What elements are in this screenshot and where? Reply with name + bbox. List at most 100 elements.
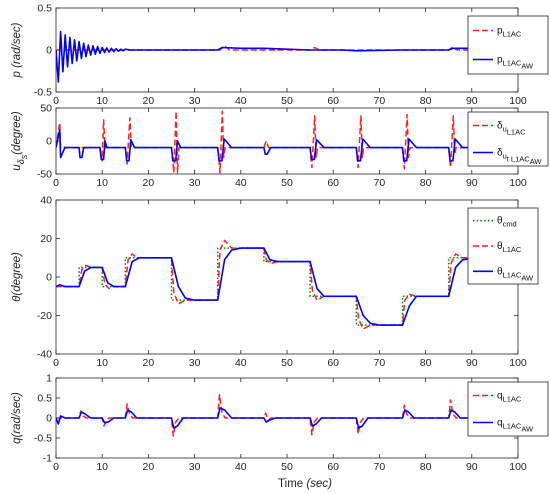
series-line-theta-0 bbox=[56, 247, 481, 326]
y-axis-label-main: u bbox=[11, 164, 23, 171]
legend-entry-subsub: AW bbox=[521, 425, 534, 434]
legend-entry-sub: L1AC bbox=[503, 245, 522, 254]
chart-panels: 0 10 20 30 40 50 60 70 80 90 100-0.500.5p (rad/sec… bbox=[11, 3, 549, 473]
x-tick-label: 80 bbox=[420, 95, 432, 107]
series-group bbox=[56, 394, 481, 437]
series-line-theta-2 bbox=[56, 247, 482, 326]
legend-entry-sub: u bbox=[503, 125, 507, 134]
x-tick-label: 0 bbox=[53, 461, 59, 473]
y-axis-label: p (rad/sec) bbox=[11, 22, 23, 78]
y-axis-label: uδs(degree) bbox=[11, 111, 29, 171]
legend-box bbox=[467, 381, 549, 437]
panel-p: 0 10 20 30 40 50 60 70 80 90 100-0.500.5p (rad/sec… bbox=[11, 3, 549, 107]
series-group bbox=[56, 30, 481, 83]
legend-entry-base: θ bbox=[497, 266, 503, 277]
x-tick-label: 20 bbox=[143, 461, 155, 473]
x-tick-label: 40 bbox=[235, 95, 247, 107]
series-line-u-1 bbox=[56, 129, 481, 162]
x-tick-label: 50 bbox=[281, 357, 293, 369]
legend-entry-sub: L1AC bbox=[503, 30, 522, 39]
x-tick-label: 10 bbox=[96, 461, 108, 473]
y-tick-label: 50 bbox=[40, 103, 52, 115]
x-tick-label: 30 bbox=[189, 461, 201, 473]
panel-q: 0 10 20 30 40 50 60 70 80 90 100 -1 -0.5 0 0.5 1 q(rad/s… bbox=[11, 373, 549, 473]
x-tick-label: 60 bbox=[327, 461, 339, 473]
legend-entry-0: pL1AC bbox=[497, 26, 522, 39]
y-tick-label: -20 bbox=[37, 310, 52, 322]
x-tick-label: 30 bbox=[189, 357, 201, 369]
legend-entry-subsubsub: AW bbox=[530, 157, 543, 166]
x-tick-label: 80 bbox=[420, 177, 432, 189]
x-tick-label: 60 bbox=[327, 95, 339, 107]
x-tick-label: 40 bbox=[235, 177, 247, 189]
legend-box bbox=[467, 111, 549, 167]
legend-entry-base: p bbox=[497, 55, 503, 66]
legend-entry-sub: L1AC bbox=[503, 422, 522, 431]
x-tick-label: 30 bbox=[189, 177, 201, 189]
series-group bbox=[56, 110, 481, 174]
series-line-u-0 bbox=[56, 110, 481, 174]
legend-entry-2: θL1ACAW bbox=[497, 266, 534, 282]
series-line-q-0 bbox=[56, 394, 481, 437]
legend-entry-base: δ bbox=[497, 148, 503, 159]
series-line-p-1 bbox=[56, 30, 481, 83]
x-tick-label: 10 bbox=[96, 177, 108, 189]
y-tick-label: 40 bbox=[40, 195, 52, 207]
x-tick-label: 70 bbox=[374, 461, 386, 473]
legend-entry-1: θL1AC bbox=[497, 241, 522, 254]
legend-entry-1: qL1ACAW bbox=[497, 418, 534, 434]
x-tick-label: 40 bbox=[235, 357, 247, 369]
series-line-theta-1 bbox=[56, 239, 481, 330]
y-tick-label: 20 bbox=[40, 233, 52, 245]
x-tick-label: 60 bbox=[327, 177, 339, 189]
legend-entry-0: δuL1AC bbox=[497, 121, 526, 137]
legend-entry-subsub: AW bbox=[521, 273, 534, 282]
x-tick-label: 10 bbox=[96, 95, 108, 107]
x-tick-label: 10 bbox=[96, 357, 108, 369]
x-tick-label: 50 bbox=[281, 461, 293, 473]
y-axis-label-main: θ(degree) bbox=[11, 252, 23, 302]
legend-entry-1: δut L1ACAW bbox=[497, 148, 542, 167]
x-tick-label: 70 bbox=[374, 95, 386, 107]
x-tick-label: 70 bbox=[374, 177, 386, 189]
y-axis-label: θ(degree) bbox=[11, 252, 23, 302]
y-tick-label: 0.5 bbox=[37, 393, 52, 405]
legend-entry-1: pL1ACAW bbox=[497, 55, 534, 71]
y-tick-label: 0 bbox=[46, 136, 52, 148]
axis-box bbox=[55, 199, 519, 355]
x-tick-label: 30 bbox=[189, 95, 201, 107]
y-tick-label: -0.5 bbox=[34, 433, 52, 445]
legend-entry-base: q bbox=[497, 391, 503, 402]
legend-entry-subsub: L1AC bbox=[507, 128, 526, 137]
x-tick-label: 0 bbox=[53, 357, 59, 369]
axis-box bbox=[55, 107, 519, 175]
x-axis-label: Time (sec) bbox=[278, 478, 332, 490]
y-axis-label-sub: δ bbox=[16, 158, 26, 164]
y-tick-label: -50 bbox=[37, 169, 52, 181]
legend-entry-0: qL1AC bbox=[497, 391, 522, 404]
y-tick-label: 1 bbox=[46, 373, 52, 385]
x-tick-label: 100 bbox=[509, 357, 527, 369]
y-axis-label: q(rad/sec) bbox=[11, 392, 23, 444]
legend-entry-sub: L1AC bbox=[503, 59, 522, 68]
legend-entry-base: q bbox=[497, 418, 503, 429]
legend-entry-subsub: t L1AC bbox=[507, 155, 531, 164]
x-tick-label: 60 bbox=[327, 357, 339, 369]
legend-entry-base: θ bbox=[497, 241, 503, 252]
legend-entry-subsub: AW bbox=[521, 62, 534, 71]
x-tick-label: 100 bbox=[509, 177, 527, 189]
x-tick-label: 20 bbox=[143, 95, 155, 107]
legend-entry-0: θcmd bbox=[497, 216, 517, 229]
x-tick-label: 40 bbox=[235, 461, 247, 473]
x-tick-label: 20 bbox=[143, 177, 155, 189]
x-tick-label: 90 bbox=[466, 461, 478, 473]
legend-entry-base: p bbox=[497, 26, 503, 37]
x-tick-label: 50 bbox=[281, 177, 293, 189]
y-axis-label-main: p (rad/sec) bbox=[11, 22, 23, 78]
series-group bbox=[56, 239, 482, 330]
